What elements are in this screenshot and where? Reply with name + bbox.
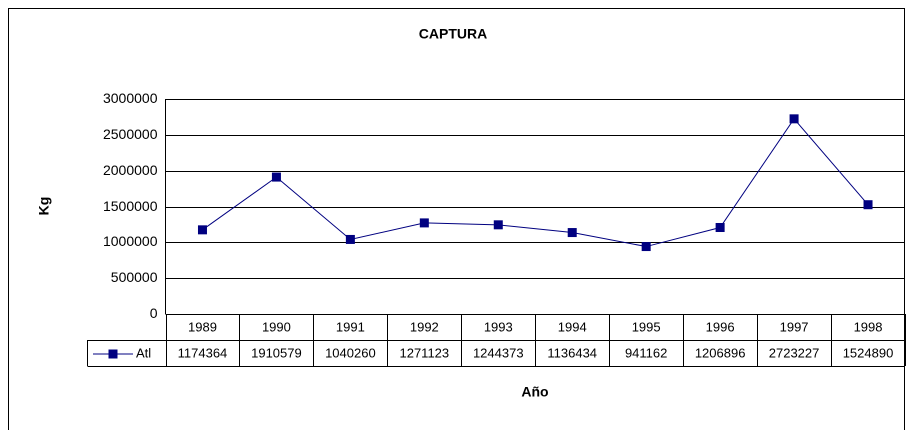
data-point [419, 218, 429, 228]
legend-marker [108, 349, 118, 359]
y-axis-title: Kg [36, 197, 52, 216]
table-value: 1524890 [843, 345, 894, 360]
x-tick-label: 1995 [632, 319, 661, 334]
data-point [345, 234, 355, 244]
x-tick-label: 1990 [262, 319, 291, 334]
table-value: 1206896 [695, 345, 746, 360]
y-tick-label: 0 [150, 305, 158, 321]
table-value: 1244373 [473, 345, 524, 360]
data-point [715, 223, 725, 233]
data-point [493, 220, 503, 230]
chart-border [8, 8, 905, 430]
x-tick-label: 1994 [558, 319, 587, 334]
x-tick-label: 1997 [780, 319, 809, 334]
x-axis-title: Año [521, 384, 548, 400]
x-tick-label: 1998 [854, 319, 883, 334]
data-point [567, 228, 577, 238]
chart-title: CAPTURA [419, 26, 487, 42]
data-point [789, 114, 799, 124]
series-line [202, 118, 869, 248]
table-value: 1910579 [251, 345, 302, 360]
x-tick-label: 1991 [336, 319, 365, 334]
data-point [641, 242, 651, 252]
table-value: 1271123 [399, 345, 449, 360]
y-tick-label: 1000000 [103, 233, 158, 249]
table-value: 941162 [625, 345, 667, 360]
x-tick-label: 1989 [188, 319, 217, 334]
table-value: 1174364 [178, 345, 228, 360]
legend-label: Atl [136, 345, 151, 360]
y-tick-label: 500000 [111, 269, 158, 285]
data-point [271, 172, 281, 182]
data-point [863, 200, 873, 210]
table-value: 1040260 [325, 345, 376, 360]
x-tick-label: 1993 [484, 319, 513, 334]
table-value: 1136434 [547, 345, 597, 360]
data-point [197, 225, 207, 235]
y-tick-label: 2500000 [103, 126, 158, 142]
y-tick-label: 3000000 [103, 90, 158, 106]
y-tick-label: 2000000 [103, 162, 158, 178]
x-tick-label: 1996 [706, 319, 735, 334]
table-value: 2723227 [769, 345, 820, 360]
x-tick-label: 1992 [410, 319, 439, 334]
y-tick-label: 1500000 [103, 198, 158, 214]
